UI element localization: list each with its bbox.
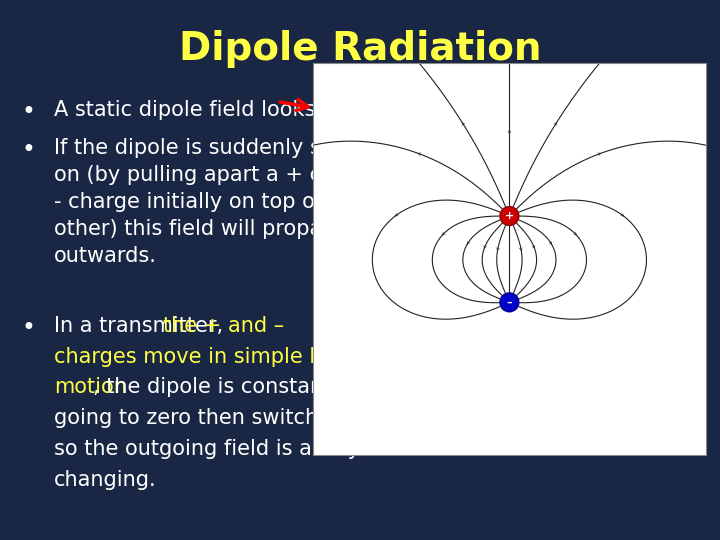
Text: In a transmitter,: In a transmitter,	[54, 316, 230, 336]
Text: •: •	[22, 316, 35, 340]
Text: so the outgoing field is always: so the outgoing field is always	[54, 439, 371, 459]
Text: , the dipole is constantly: , the dipole is constantly	[93, 377, 349, 397]
Text: motion: motion	[54, 377, 127, 397]
Text: charges move in simple harmonic: charges move in simple harmonic	[54, 347, 407, 367]
Text: going to zero then switching sign,: going to zero then switching sign,	[54, 408, 407, 428]
Text: •: •	[22, 138, 35, 161]
Text: •: •	[22, 100, 35, 124]
Text: changing.: changing.	[54, 470, 157, 490]
Text: the + and –: the + and –	[163, 316, 284, 336]
Text: –: –	[507, 298, 512, 307]
Text: +: +	[505, 211, 514, 221]
Circle shape	[500, 293, 519, 312]
Text: Dipole Radiation: Dipole Radiation	[179, 30, 541, 68]
Text: If the dipole is suddenly switched
on (by pulling apart a + charge and
- charge : If the dipole is suddenly switched on (b…	[54, 138, 427, 267]
Circle shape	[500, 207, 519, 226]
Text: A static dipole field looks like this: A static dipole field looks like this	[54, 100, 402, 120]
